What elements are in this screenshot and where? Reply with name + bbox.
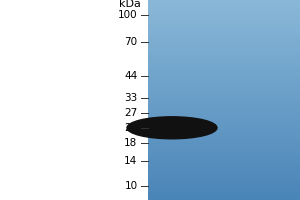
Text: 10: 10 — [124, 181, 137, 191]
Text: 33: 33 — [124, 93, 137, 103]
Ellipse shape — [127, 117, 217, 139]
Text: 18: 18 — [124, 138, 137, 148]
Text: kDa: kDa — [119, 0, 141, 9]
Text: 44: 44 — [124, 71, 137, 81]
Text: 100: 100 — [118, 10, 137, 20]
Text: 14: 14 — [124, 156, 137, 166]
Text: 27: 27 — [124, 108, 137, 118]
Text: 70: 70 — [124, 37, 137, 47]
Text: 22: 22 — [124, 123, 137, 133]
